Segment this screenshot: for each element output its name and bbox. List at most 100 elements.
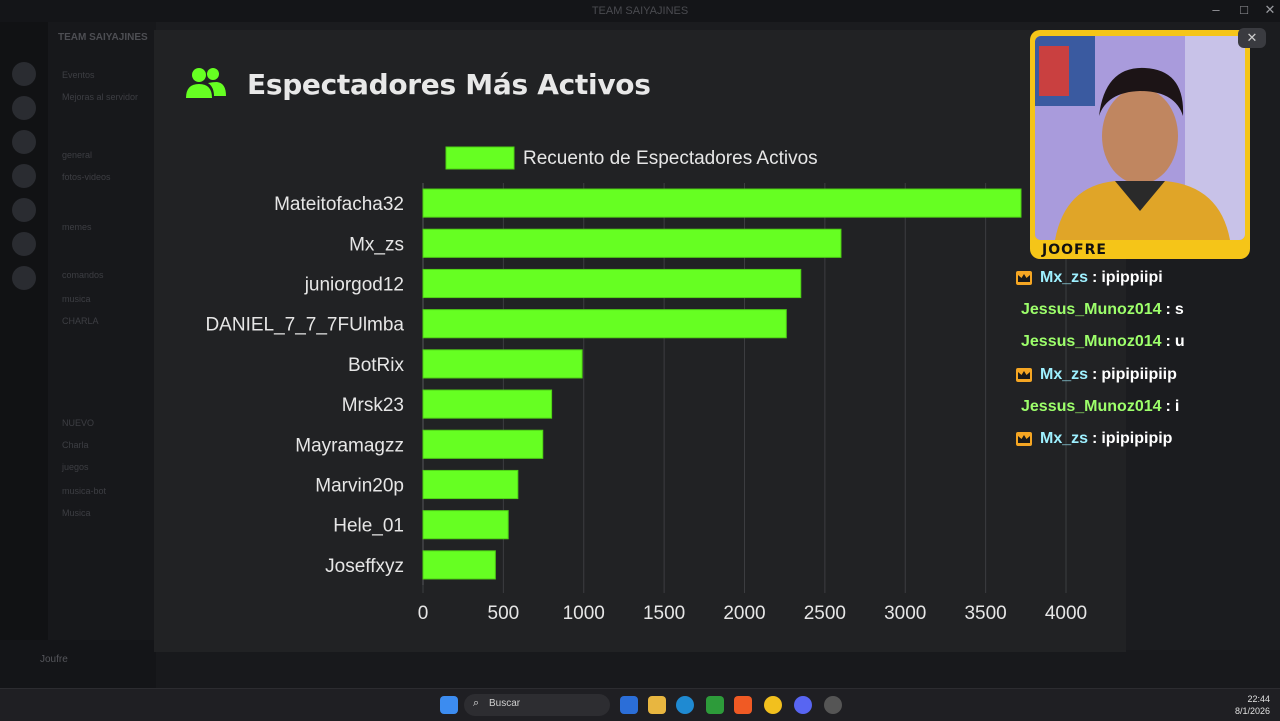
server-icon[interactable] bbox=[12, 198, 36, 222]
chat-message: Jessus_Munoz014: i bbox=[1016, 391, 1276, 423]
crown-icon bbox=[1016, 271, 1032, 286]
window-titlebar: TEAM SAIYAJINES – □ ✕ bbox=[0, 0, 1280, 22]
chrome-icon[interactable] bbox=[764, 696, 782, 714]
taskbar: ⌕ Buscar 22:44 8/1/2026 bbox=[0, 688, 1280, 721]
bar bbox=[422, 309, 787, 339]
server-name: TEAM SAIYAJINES bbox=[58, 32, 148, 43]
webcam-video bbox=[1035, 36, 1245, 240]
channel-item[interactable]: memes bbox=[62, 222, 92, 232]
channel-item[interactable]: CHARLA bbox=[62, 316, 99, 326]
bottom-bar bbox=[156, 650, 1280, 688]
legend-swatch bbox=[445, 146, 515, 170]
chat-username: Mx_zs bbox=[1040, 269, 1089, 287]
close-window-button[interactable]: ✕ bbox=[1264, 2, 1276, 17]
clock: 22:44 8/1/2026 bbox=[1235, 693, 1270, 717]
x-tick-label: 3000 bbox=[884, 603, 926, 624]
server-icon[interactable] bbox=[12, 62, 36, 86]
explore-icon[interactable] bbox=[12, 266, 36, 290]
bar bbox=[422, 429, 544, 459]
bar bbox=[422, 268, 802, 299]
webcam-frame: JOOFRE bbox=[1030, 30, 1250, 259]
x-tick-label: 2000 bbox=[723, 603, 765, 624]
brave-icon[interactable] bbox=[734, 696, 752, 714]
channel-item[interactable]: fotos-videos bbox=[62, 172, 111, 182]
category-label: Marvin20p bbox=[315, 476, 404, 497]
channel-item[interactable]: comandos bbox=[62, 270, 104, 280]
server-icon[interactable] bbox=[12, 164, 36, 188]
window-title: TEAM SAIYAJINES bbox=[591, 5, 689, 17]
channel-item[interactable]: Mejoras al servidor bbox=[62, 92, 139, 102]
bar bbox=[422, 510, 509, 540]
category-label: Joseffxyz bbox=[325, 556, 404, 577]
add-server-icon[interactable] bbox=[12, 232, 36, 256]
category-label: Mayramagzz bbox=[295, 435, 404, 456]
category-label: juniorgod12 bbox=[304, 275, 404, 296]
bar bbox=[422, 228, 842, 258]
chat-text: u bbox=[1174, 333, 1185, 351]
chat-message: Mx_zs: ipippiipi bbox=[1016, 262, 1276, 294]
webcam-label: JOOFRE bbox=[1042, 242, 1107, 258]
x-tick-label: 3500 bbox=[964, 603, 1006, 624]
edge-icon[interactable] bbox=[676, 696, 694, 714]
chat-username: Jessus_Munoz014 bbox=[1021, 301, 1162, 319]
bar bbox=[422, 188, 1022, 218]
bar bbox=[422, 389, 553, 419]
channel-item[interactable]: general bbox=[62, 150, 93, 160]
user-name: Joufre bbox=[40, 654, 68, 665]
chat-separator: : bbox=[1165, 301, 1171, 319]
chat-username: Jessus_Munoz014 bbox=[1021, 333, 1162, 351]
category-label: Hele_01 bbox=[333, 516, 404, 537]
channel-item[interactable]: Eventos bbox=[62, 70, 95, 80]
chat-text: ipippiipi bbox=[1101, 269, 1163, 287]
search-label: Buscar bbox=[489, 698, 521, 709]
users-icon bbox=[186, 68, 226, 98]
chat-username: Mx_zs bbox=[1040, 365, 1089, 383]
minimize-button[interactable]: – bbox=[1212, 2, 1220, 17]
chat-text: i bbox=[1174, 397, 1180, 415]
search-input[interactable]: ⌕ Buscar bbox=[464, 694, 610, 716]
channel-item[interactable]: musica bbox=[62, 294, 91, 304]
page-title: Espectadores Más Activos bbox=[247, 68, 651, 101]
crown-icon bbox=[1016, 367, 1032, 382]
start-icon[interactable] bbox=[440, 696, 458, 714]
channel-list bbox=[48, 22, 156, 668]
x-tick-label: 2500 bbox=[804, 603, 846, 624]
category-label: Mrsk23 bbox=[342, 395, 404, 416]
app-icon[interactable] bbox=[620, 696, 638, 714]
obs-icon[interactable] bbox=[824, 696, 842, 714]
channel-item[interactable]: NUEVO bbox=[62, 418, 95, 428]
folder-icon[interactable] bbox=[648, 696, 666, 714]
time: 22:44 bbox=[1247, 694, 1270, 704]
date: 8/1/2026 bbox=[1234, 706, 1270, 716]
chart-panel: Espectadores Más Activos bbox=[154, 30, 1126, 652]
chat-feed: Mx_zs: ipippiipi Jessus_Munoz014: s Jessus_M… bbox=[1016, 262, 1276, 455]
x-tick-label: 500 bbox=[488, 603, 520, 624]
chat-separator: : bbox=[1165, 333, 1171, 351]
streamer-image bbox=[1035, 36, 1245, 240]
chat-separator: : bbox=[1092, 269, 1098, 287]
discord-icon[interactable] bbox=[794, 696, 812, 714]
close-icon[interactable]: ✕ bbox=[1238, 28, 1266, 48]
category-label: BotRix bbox=[348, 355, 404, 376]
server-icon[interactable] bbox=[12, 130, 36, 154]
chat-separator: : bbox=[1092, 430, 1098, 448]
channel-item[interactable]: Charla bbox=[62, 440, 89, 450]
category-label: Mx_zs bbox=[349, 234, 404, 255]
chat-text: s bbox=[1174, 301, 1184, 319]
user-panel: Joufre bbox=[0, 640, 156, 688]
bar bbox=[422, 550, 496, 580]
channel-item[interactable]: juegos bbox=[62, 462, 89, 472]
chat-username: Mx_zs bbox=[1040, 430, 1089, 448]
chat-message: Mx_zs: ipipipipip bbox=[1016, 423, 1276, 455]
minecraft-icon[interactable] bbox=[706, 696, 724, 714]
bar bbox=[422, 349, 583, 379]
x-tick-label: 1000 bbox=[563, 603, 605, 624]
chat-text: ipipipipip bbox=[1101, 430, 1173, 448]
channel-item[interactable]: musica-bot bbox=[62, 486, 107, 496]
chat-message: Mx_zs: pipipiipiip bbox=[1016, 359, 1276, 391]
channel-item[interactable]: Musica bbox=[62, 508, 91, 518]
server-icon[interactable] bbox=[12, 96, 36, 120]
chat-message: Jessus_Munoz014: u bbox=[1016, 326, 1276, 358]
maximize-button[interactable]: □ bbox=[1240, 2, 1248, 17]
